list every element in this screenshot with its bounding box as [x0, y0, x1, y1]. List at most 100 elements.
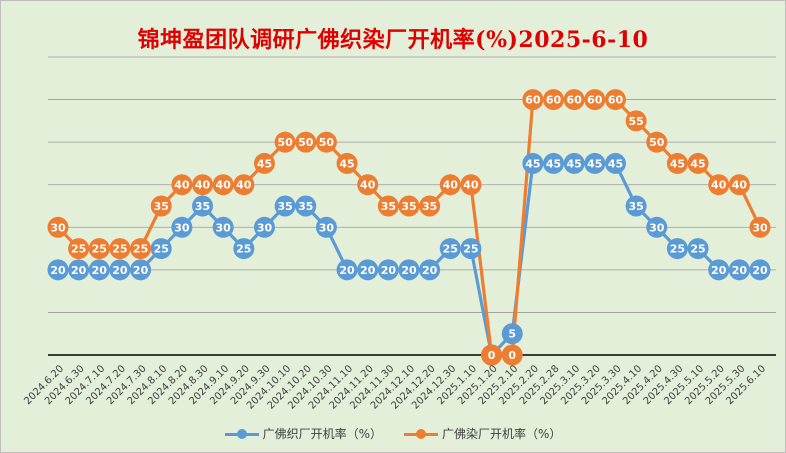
data-point: [563, 89, 585, 111]
data-label: 40: [195, 179, 211, 192]
data-label: 40: [236, 179, 252, 192]
data-label: 20: [422, 264, 438, 277]
data-label: 25: [443, 243, 458, 256]
data-point: [357, 259, 379, 281]
data-label: 60: [567, 94, 583, 107]
data-point: [377, 259, 399, 281]
data-point: [315, 131, 337, 153]
data-point: [68, 238, 90, 260]
data-point: [357, 174, 379, 196]
data-point: [563, 152, 585, 174]
data-label: 25: [92, 243, 107, 256]
data-point: [130, 259, 152, 281]
data-label: 20: [339, 264, 355, 277]
data-label: 30: [50, 221, 66, 234]
data-label: 25: [133, 243, 148, 256]
data-label: 45: [587, 157, 602, 170]
data-point: [192, 174, 214, 196]
data-point: [192, 195, 214, 217]
data-point: [604, 89, 626, 111]
data-label: 20: [50, 264, 66, 277]
data-point: [419, 195, 441, 217]
data-point: [481, 344, 503, 366]
data-point: [584, 89, 606, 111]
data-point: [522, 89, 544, 111]
data-point: [336, 152, 358, 174]
data-point: [543, 89, 565, 111]
data-label: 50: [277, 136, 293, 149]
data-point: [377, 195, 399, 217]
data-point: [253, 216, 275, 238]
data-label: 20: [752, 264, 768, 277]
data-label: 20: [381, 264, 397, 277]
data-point: [47, 216, 69, 238]
data-label: 45: [546, 157, 561, 170]
data-point: [646, 131, 668, 153]
data-label: 50: [298, 136, 314, 149]
data-label: 45: [339, 157, 354, 170]
data-point: [47, 259, 69, 281]
data-point: [171, 216, 193, 238]
data-label: 25: [236, 243, 251, 256]
data-point: [150, 238, 172, 260]
data-point: [666, 152, 688, 174]
data-label: 35: [628, 200, 643, 213]
data-label: 35: [298, 200, 313, 213]
data-label: 0: [488, 349, 496, 362]
data-label: 40: [711, 179, 727, 192]
data-label: 20: [112, 264, 128, 277]
data-label: 30: [319, 221, 335, 234]
data-point: [398, 259, 420, 281]
data-label: 20: [732, 264, 748, 277]
data-label: 45: [567, 157, 582, 170]
data-point: [419, 259, 441, 281]
data-point: [212, 216, 234, 238]
data-point: [604, 152, 626, 174]
data-point: [315, 216, 337, 238]
data-label: 20: [711, 264, 727, 277]
data-label: 25: [670, 243, 685, 256]
data-label: 40: [463, 179, 479, 192]
data-point: [109, 259, 131, 281]
data-label: 35: [154, 200, 169, 213]
data-label: 20: [401, 264, 417, 277]
data-label: 25: [112, 243, 127, 256]
data-label: 50: [649, 136, 665, 149]
legend-item-weaving: 广佛织厂开机率（%）: [224, 425, 382, 442]
data-point: [439, 238, 461, 260]
data-point: [68, 259, 90, 281]
data-point: [439, 174, 461, 196]
data-point: [274, 131, 296, 153]
data-point: [109, 238, 131, 260]
data-point: [295, 131, 317, 153]
data-point: [460, 174, 482, 196]
legend-label-dyeing: 广佛染厂开机率（%）: [442, 427, 562, 441]
data-label: 50: [319, 136, 335, 149]
data-label: 45: [525, 157, 540, 170]
data-label: 40: [360, 179, 376, 192]
data-label: 45: [690, 157, 705, 170]
data-point: [728, 174, 750, 196]
data-point: [749, 216, 771, 238]
data-point: [88, 259, 110, 281]
data-point: [212, 174, 234, 196]
data-label: 60: [546, 94, 562, 107]
data-point: [749, 259, 771, 281]
data-point: [522, 152, 544, 174]
data-label: 35: [195, 200, 210, 213]
data-label: 45: [670, 157, 685, 170]
data-point: [398, 195, 420, 217]
data-label: 20: [71, 264, 87, 277]
data-point: [666, 238, 688, 260]
data-label: 20: [360, 264, 376, 277]
data-point: [625, 110, 647, 132]
data-point: [253, 152, 275, 174]
data-point: [708, 259, 730, 281]
data-point: [501, 323, 523, 345]
data-point: [233, 238, 255, 260]
data-label: 35: [401, 200, 416, 213]
data-label: 0: [508, 349, 516, 362]
data-label: 40: [174, 179, 190, 192]
data-label: 35: [422, 200, 437, 213]
data-label: 20: [133, 264, 149, 277]
